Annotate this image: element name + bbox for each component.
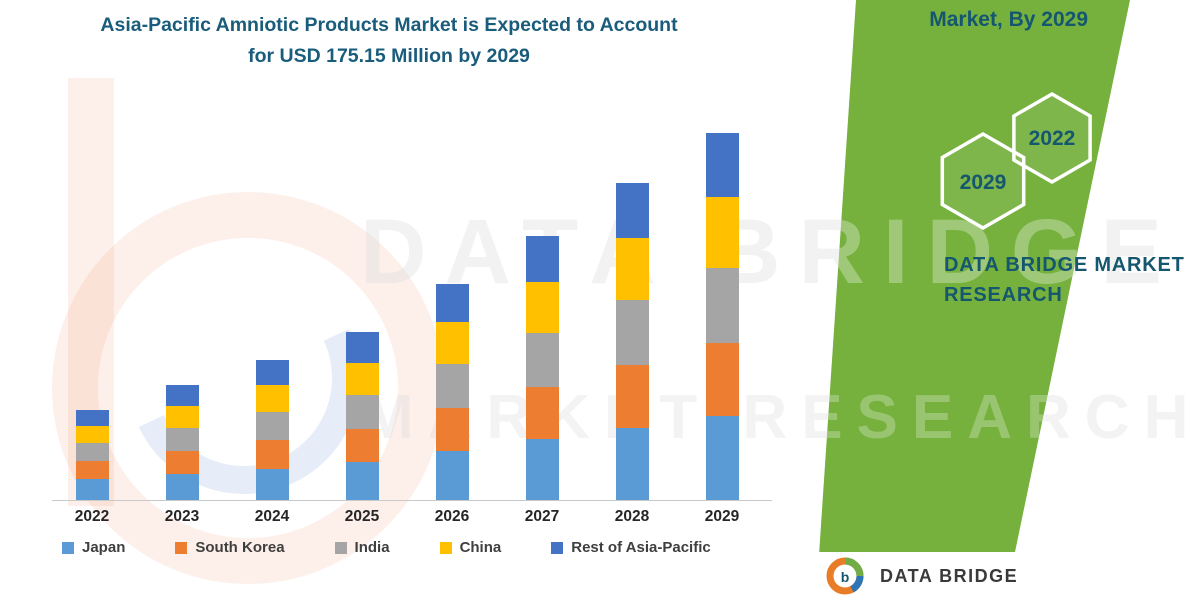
svg-text:b: b — [841, 569, 850, 585]
segment-china — [616, 238, 649, 300]
hexagon-2022 — [1012, 91, 1092, 185]
segment-india — [616, 299, 649, 365]
x-axis-label: 2023 — [164, 508, 200, 525]
x-axis-label: 2029 — [704, 508, 740, 525]
legend-swatch — [175, 541, 188, 554]
segment-china — [706, 197, 739, 268]
segment-south-korea — [526, 386, 559, 440]
segment-india — [346, 395, 379, 429]
brand-text-line1: DATA BRIDGE MARKET — [944, 254, 1185, 276]
segment-india — [76, 443, 109, 462]
segment-rest-of-asia-pacific — [526, 236, 559, 283]
segment-china — [526, 282, 559, 334]
segment-india — [166, 427, 199, 451]
segment-india — [526, 333, 559, 387]
legend-swatch — [62, 541, 74, 554]
segment-japan — [526, 439, 559, 500]
bar-2023 — [166, 384, 199, 500]
legend-label: India — [354, 539, 390, 556]
x-axis-label: 2028 — [614, 508, 650, 525]
segment-china — [256, 384, 289, 413]
segment-south-korea — [616, 364, 649, 428]
watermark-text-line2: MARKET RESEARCH — [362, 383, 1200, 452]
bar-2026 — [436, 284, 469, 500]
x-axis-label: 2024 — [254, 508, 290, 525]
segment-japan — [436, 450, 469, 500]
bar-2025 — [346, 332, 379, 500]
segment-japan — [706, 416, 739, 500]
x-axis-line — [52, 500, 772, 501]
segment-south-korea — [436, 407, 469, 451]
hexagon-2029 — [940, 131, 1026, 231]
segment-south-korea — [166, 450, 199, 474]
green-ribbon-shape — [816, 0, 1130, 600]
legend-swatch — [439, 541, 452, 554]
segment-rest-of-asia-pacific — [436, 284, 469, 322]
footer-brand: b DATA BRIDGE — [800, 552, 1200, 600]
segment-south-korea — [256, 440, 289, 469]
x-axis-label: 2022 — [74, 508, 110, 525]
segment-south-korea — [346, 428, 379, 463]
legend-swatch — [334, 541, 347, 554]
segment-india — [706, 267, 739, 343]
x-axis-label: 2026 — [434, 508, 470, 525]
x-axis-label: 2025 — [344, 508, 380, 525]
watermark-text-line2-overlay: MARKET RESEARCH — [362, 383, 1200, 452]
plot-area: 2022 2023 2024 2025 2026 2027 2028 2029 — [55, 70, 770, 525]
chart-title-line1: Asia-Pacific Amniotic Products Market is… — [100, 14, 678, 36]
segment-japan — [76, 479, 109, 500]
legend-item-rest-of-asia-pacific: Rest of Asia-Pacific — [551, 539, 711, 556]
segment-south-korea — [76, 461, 109, 479]
segment-rest-of-asia-pacific — [346, 332, 379, 363]
brand-text-block: DATA BRIDGE MARKET RESEARCH — [944, 250, 1185, 310]
hexagon-2029-label: 2029 — [960, 171, 1007, 194]
legend-item-china: China — [439, 539, 502, 556]
segment-rest-of-asia-pacific — [166, 384, 199, 406]
bar-2029 — [706, 133, 739, 500]
chart-title-line2: for USD 175.15 Million by 2029 — [248, 45, 530, 68]
dbmr-logo-icon: b — [826, 557, 864, 595]
watermark-text-line1-overlay: DATA BRIDGE — [360, 201, 1180, 303]
year-hexagons: 2029 2022 — [940, 91, 1092, 231]
segment-japan — [346, 462, 379, 500]
brand-text-line2: RESEARCH — [944, 284, 1063, 306]
legend-item-japan: Japan — [62, 539, 125, 556]
legend-label: Rest of Asia-Pacific — [571, 539, 711, 556]
segment-china — [346, 362, 379, 396]
segment-rest-of-asia-pacific — [256, 359, 289, 385]
segment-rest-of-asia-pacific — [706, 133, 739, 198]
segment-rest-of-asia-pacific — [76, 409, 109, 426]
segment-rest-of-asia-pacific — [616, 182, 649, 239]
side-panel-title: Market, By 2029 — [929, 8, 1088, 31]
segment-china — [76, 425, 109, 444]
footer-brand-text: DATA BRIDGE — [880, 565, 1019, 586]
bar-2027 — [526, 236, 559, 500]
legend-label: South Korea — [195, 539, 285, 556]
segment-japan — [166, 473, 199, 500]
legend-label: China — [459, 539, 502, 556]
bar-2028 — [616, 182, 649, 500]
segment-china — [436, 321, 469, 364]
segment-india — [436, 363, 469, 408]
bar-2024 — [256, 359, 289, 500]
legend-item-india: India — [334, 539, 390, 556]
x-axis-label: 2027 — [524, 508, 560, 525]
segment-south-korea — [706, 342, 739, 417]
chart-title: Asia-Pacific Amniotic Products Market is… — [0, 10, 778, 72]
segment-india — [256, 412, 289, 441]
legend-item-south-korea: South Korea — [175, 539, 285, 556]
legend: Japan South Korea India China Rest of Asia-P… — [62, 539, 711, 556]
legend-label: Japan — [82, 539, 126, 556]
segment-japan — [256, 468, 289, 500]
legend-swatch — [551, 541, 564, 554]
segment-china — [166, 405, 199, 428]
segment-japan — [616, 427, 649, 500]
bar-2022 — [76, 409, 109, 500]
hexagon-2022-label: 2022 — [1029, 127, 1076, 150]
